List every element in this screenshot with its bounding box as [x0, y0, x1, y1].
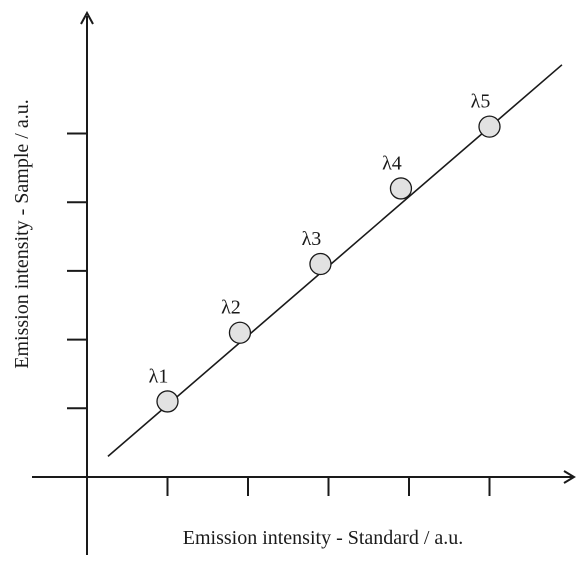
- data-label-2: λ2: [221, 297, 241, 319]
- data-point-5: [478, 115, 501, 138]
- point-labels: λ1 λ2 λ3 λ4 λ5: [149, 91, 491, 388]
- data-point-3: [309, 252, 332, 276]
- data-point-1: [156, 390, 179, 413]
- x-axis-arrow: [563, 470, 576, 484]
- axes: [32, 10, 576, 555]
- data-label-1: λ1: [149, 365, 169, 387]
- data-label-3: λ3: [302, 228, 322, 250]
- y-axis-arrow: [80, 10, 94, 25]
- data-label-4: λ4: [382, 152, 402, 174]
- x-ticks: [166, 477, 491, 496]
- data-points: [156, 115, 501, 413]
- data-point-4: [389, 177, 413, 200]
- data-point-2: [228, 321, 252, 344]
- y-ticks: [67, 132, 87, 410]
- data-label-5: λ5: [471, 91, 491, 113]
- x-axis-label: Emission intensity - Standard / a.u.: [183, 527, 464, 549]
- y-axis-label: Emission intensity - Sample / a.u.: [11, 99, 33, 368]
